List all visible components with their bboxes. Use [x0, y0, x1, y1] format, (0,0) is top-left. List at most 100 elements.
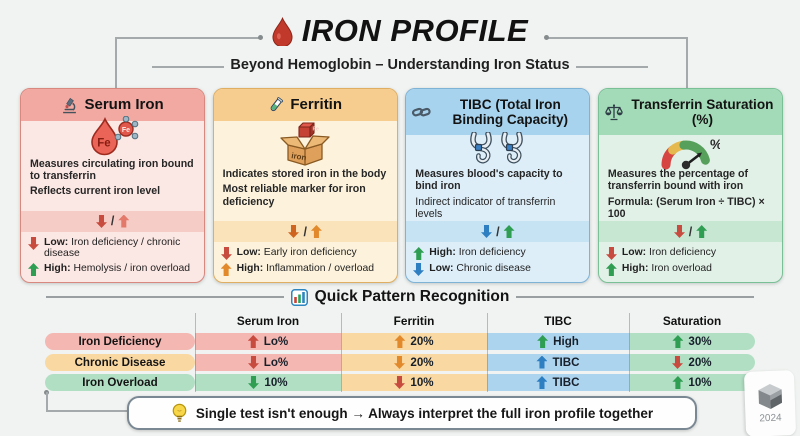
description-line: Indicates stored iron in the body [222, 168, 387, 180]
card-ferritin: Ferritin Fe iron [212, 88, 398, 283]
pattern-table: Serum Iron Ferritin TIBC Saturation Iron… [45, 313, 755, 395]
cell-value: High [553, 335, 579, 348]
down-arrow-icon [96, 215, 107, 228]
description-line: Formula: (Serum Iron ÷ TIBC) × 100 [607, 195, 765, 221]
high-text: Iron overload [651, 263, 712, 274]
cell-value: 10% [264, 376, 288, 389]
description-line: Reflects current iron level [30, 185, 161, 198]
up-arrow-icon [536, 355, 548, 369]
test-tube-icon [268, 97, 284, 113]
high-line: High: Hemolysis / iron overload [28, 263, 197, 276]
row-label: Iron Deficiency [45, 333, 195, 350]
up-arrow-icon [310, 225, 322, 238]
header-cell: Serum Iron [236, 314, 300, 328]
percentage-gauge-icon: % [599, 135, 782, 169]
blood-drop-icon [272, 16, 293, 46]
table-row-iron-deficiency: Iron Deficiency Lo% 20% High 30% [45, 333, 755, 350]
down-arrow-icon [674, 225, 685, 238]
high-text: Iron deficiency [458, 247, 526, 258]
up-arrow-icon [605, 263, 617, 276]
header-cell: TIBC [544, 314, 572, 328]
binding-hooks-icon [406, 131, 589, 168]
cell-value: 20% [410, 335, 434, 348]
cell-value: 10% [688, 376, 712, 389]
key-takeaway-text: Single test isn't enough → Always interp… [195, 405, 654, 421]
low-label: Low: [621, 247, 647, 258]
svg-text:iron: iron [291, 151, 307, 162]
card-description: Indicates stored iron in the body Most r… [214, 168, 397, 221]
table-cell: 10% [195, 374, 341, 391]
low-line: Low: Iron deficiency [606, 247, 775, 260]
card-footer: High: Iron deficiency Low: Chronic disea… [406, 242, 589, 282]
cell-value: TIBC [552, 376, 580, 389]
test-cards-row: Serum Iron Fe Fe [20, 88, 783, 283]
connector-dot [544, 35, 549, 40]
card-footer: Low: Early iron deficiency High: Inflamm… [214, 242, 397, 282]
down-arrow-icon [394, 356, 405, 369]
subtitle-dash [576, 66, 648, 68]
cell-value: TIBC [552, 355, 580, 369]
down-arrow-icon [28, 237, 39, 250]
card-description: Measures the percentage of transferrin b… [599, 168, 782, 221]
band-separator: / [496, 224, 500, 239]
column-divider [629, 313, 630, 392]
svg-text:Fe: Fe [313, 126, 319, 132]
card-title: Transferrin Saturation (%) [631, 96, 774, 127]
chain-link-icon [412, 105, 431, 119]
connector-line [115, 37, 117, 88]
down-arrow-icon [606, 247, 617, 260]
table-cell: TIBC [487, 353, 629, 371]
cell-value: 10% [410, 376, 434, 389]
table-cell: TIBC [487, 374, 629, 391]
high-text: Hemolysis / iron overload [73, 263, 191, 274]
header-cell-empty [45, 313, 195, 329]
card-tibc-header: TIBC (Total Iron Binding Capacity) [406, 89, 590, 135]
key-takeaway-banner: Single test isn't enough → Always interp… [127, 396, 697, 430]
up-arrow-icon [536, 376, 548, 389]
card-tibc: TIBC (Total Iron Binding Capacity) [405, 88, 591, 283]
connector-line [686, 37, 688, 88]
direction-band: / [406, 221, 590, 242]
high-label: High: [429, 247, 456, 258]
card-serum-iron: Serum Iron Fe Fe [20, 88, 206, 283]
high-line: High: Iron overload [605, 263, 775, 276]
column-divider [341, 313, 342, 392]
connector-line [46, 392, 48, 411]
table-row-iron-overload: Iron Overload 10% 10% TIBC 10% [45, 374, 755, 391]
subtitle-dash [152, 66, 224, 68]
table-row-chronic-disease: Chronic Disease Lo% 20% TIBC 20% [45, 353, 755, 371]
up-arrow-icon [503, 225, 515, 238]
card-title: Ferritin [290, 95, 343, 113]
down-arrow-icon [248, 356, 259, 369]
low-label: Low: [44, 236, 69, 248]
description-line: Most reliable marker for iron deficiency [222, 183, 366, 208]
svg-text:%: % [710, 136, 720, 152]
connector-line [46, 410, 127, 412]
up-arrow-icon [413, 247, 425, 260]
table-cell: 30% [629, 333, 755, 350]
table-cell: 20% [341, 353, 487, 371]
direction-band: / [213, 221, 397, 242]
column-divider [487, 313, 488, 392]
watermark-card: 2024 [743, 370, 797, 436]
description-line: Measures the percentage of transferrin b… [607, 168, 748, 193]
cell-value: Lo% [263, 355, 289, 369]
up-arrow-icon [672, 335, 684, 348]
description-line: Measures circulating iron bound to trans… [30, 157, 194, 182]
card-description: Measures blood's capacity to bind iron I… [406, 168, 589, 221]
column-divider [195, 313, 196, 392]
header-cell: Ferritin [393, 314, 435, 328]
card-transferrin-saturation: Transferrin Saturation (%) % Measures th… [597, 88, 783, 283]
card-footer: Low: Iron deficiency High: Iron overload [599, 242, 782, 282]
table-cell: 20% [629, 353, 755, 371]
low-text: Iron deficiency / chronic disease [44, 236, 181, 260]
cell-value: 20% [688, 355, 712, 369]
card-ferritin-header: Ferritin [213, 89, 397, 121]
svg-text:Fe: Fe [121, 127, 129, 134]
down-arrow-icon [481, 225, 492, 238]
card-description: Measures circulating iron bound to trans… [21, 158, 204, 211]
connector-dot [258, 35, 263, 40]
balance-scale-icon [604, 103, 623, 121]
cell-value: 20% [410, 355, 434, 369]
